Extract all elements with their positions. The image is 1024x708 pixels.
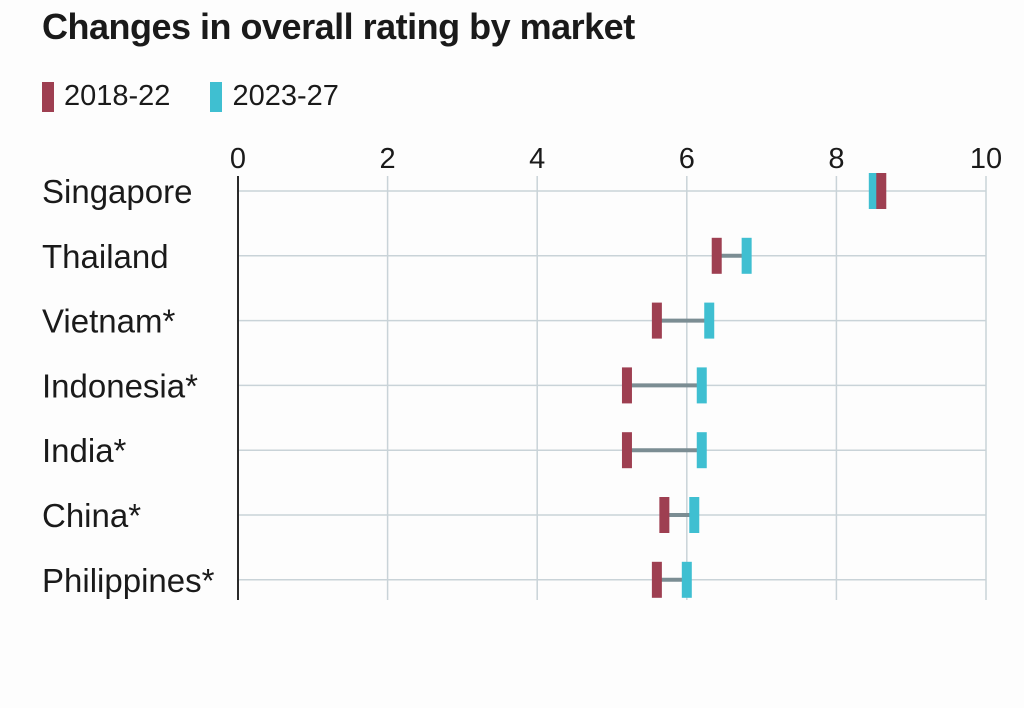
chart-title: Changes in overall rating by market xyxy=(42,6,635,47)
marker-2018-22 xyxy=(651,302,662,339)
category-label: India* xyxy=(42,432,127,469)
marker-2018-22 xyxy=(876,173,887,209)
x-tick-label-10: 10 xyxy=(970,143,1002,175)
category-label: Vietnam* xyxy=(42,303,175,340)
marker-2023-27 xyxy=(696,432,707,469)
category-label: Philippines* xyxy=(42,562,215,599)
marker-2023-27 xyxy=(696,367,707,404)
legend-swatch-2023-27 xyxy=(210,81,223,112)
category-label: China* xyxy=(42,497,141,534)
legend-item-2023-27: 2023-27 xyxy=(210,80,339,113)
legend-label-2018-22: 2018-22 xyxy=(64,80,171,112)
marker-2018-22 xyxy=(651,561,662,598)
marker-2023-27 xyxy=(704,302,715,339)
x-tick-label-2: 2 xyxy=(380,143,396,175)
marker-2023-27 xyxy=(689,497,700,533)
marker-2023-27 xyxy=(868,173,879,209)
category-label: Singapore xyxy=(42,173,192,210)
x-tick-label-8: 8 xyxy=(828,143,844,175)
marker-2018-22 xyxy=(621,367,632,404)
x-tick-label-0: 0 xyxy=(230,143,246,175)
marker-2018-22 xyxy=(711,237,722,274)
legend-item-2018-22: 2018-22 xyxy=(42,80,170,113)
marker-2018-22 xyxy=(659,497,670,533)
marker-2023-27 xyxy=(681,561,692,598)
x-tick-label-4: 4 xyxy=(529,143,545,175)
marker-2023-27 xyxy=(741,237,752,274)
marker-2018-22 xyxy=(621,432,632,469)
category-label: Indonesia* xyxy=(42,367,198,404)
category-label: Thailand xyxy=(42,238,169,275)
x-tick-label-6: 6 xyxy=(679,143,695,175)
legend-label-2023-27: 2023-27 xyxy=(232,80,339,112)
legend-swatch-2018-22 xyxy=(42,81,54,112)
legend: 2018-22 2023-27 xyxy=(42,80,379,113)
